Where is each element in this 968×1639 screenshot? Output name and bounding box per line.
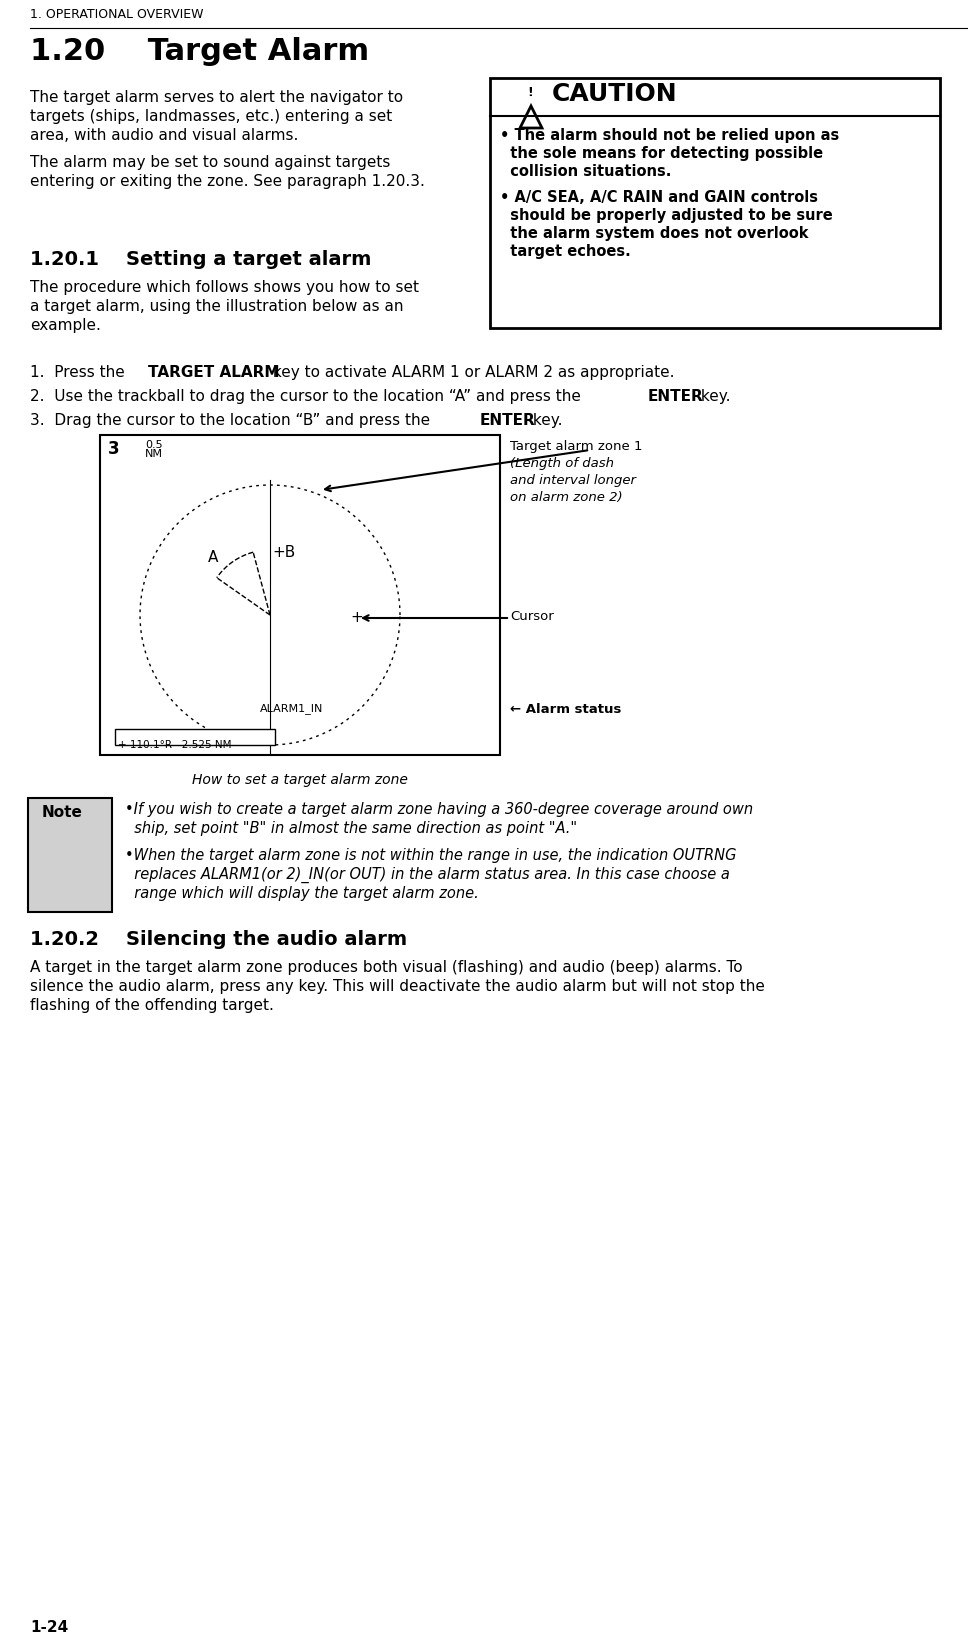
Text: NM: NM [145, 449, 163, 459]
Text: ALARM1_IN: ALARM1_IN [260, 703, 323, 715]
Text: 3.  Drag the cursor to the location “B” and press the: 3. Drag the cursor to the location “B” a… [30, 413, 435, 428]
Text: the sole means for detecting possible: the sole means for detecting possible [500, 146, 823, 161]
Text: (Length of dash: (Length of dash [510, 457, 614, 470]
Bar [100, 434, 500, 756]
Bar [115, 729, 275, 746]
Text: +B: +B [272, 546, 295, 561]
Text: the alarm system does not overlook: the alarm system does not overlook [500, 226, 808, 241]
Text: range which will display the target alarm zone.: range which will display the target alar… [125, 887, 479, 901]
Text: !: ! [527, 85, 532, 98]
Text: •When the target alarm zone is not within the range in use, the indication OUTRN: •When the target alarm zone is not withi… [125, 847, 737, 864]
Text: replaces ALARM1(or 2)_IN(or OUT) in the alarm status area. In this case choose a: replaces ALARM1(or 2)_IN(or OUT) in the … [125, 867, 730, 883]
Text: The alarm may be set to sound against targets: The alarm may be set to sound against ta… [30, 156, 390, 170]
Text: should be properly adjusted to be sure: should be properly adjusted to be sure [500, 208, 832, 223]
Text: and interval longer: and interval longer [510, 474, 636, 487]
Text: How to set a target alarm zone: How to set a target alarm zone [192, 774, 408, 787]
Text: 1.20.1    Setting a target alarm: 1.20.1 Setting a target alarm [30, 251, 372, 269]
Text: targets (ships, landmasses, etc.) entering a set: targets (ships, landmasses, etc.) enteri… [30, 110, 392, 125]
Text: 1.  Press the: 1. Press the [30, 365, 130, 380]
Text: example.: example. [30, 318, 101, 333]
Text: area, with audio and visual alarms.: area, with audio and visual alarms. [30, 128, 298, 143]
Text: Cursor: Cursor [510, 610, 554, 623]
Text: TARGET ALARM: TARGET ALARM [148, 365, 280, 380]
Text: A target in the target alarm zone produces both visual (flashing) and audio (bee: A target in the target alarm zone produc… [30, 960, 742, 975]
Text: target echoes.: target echoes. [500, 244, 631, 259]
Text: ← Alarm status: ← Alarm status [510, 703, 621, 716]
Text: • The alarm should not be relied upon as: • The alarm should not be relied upon as [500, 128, 839, 143]
Text: ENTER: ENTER [480, 413, 535, 428]
Text: The target alarm serves to alert the navigator to: The target alarm serves to alert the nav… [30, 90, 403, 105]
Text: Target alarm zone 1: Target alarm zone 1 [510, 439, 643, 452]
FancyBboxPatch shape [28, 798, 112, 911]
Text: 2.  Use the trackball to drag the cursor to the location “A” and press the: 2. Use the trackball to drag the cursor … [30, 388, 586, 403]
Text: 0.5: 0.5 [145, 439, 163, 451]
Text: Note: Note [42, 805, 83, 820]
Text: silence the audio alarm, press any key. This will deactivate the audio alarm but: silence the audio alarm, press any key. … [30, 978, 765, 993]
Text: 1-24: 1-24 [30, 1619, 69, 1636]
Text: flashing of the offending target.: flashing of the offending target. [30, 998, 274, 1013]
Text: key.: key. [696, 388, 731, 403]
Text: entering or exiting the zone. See paragraph 1.20.3.: entering or exiting the zone. See paragr… [30, 174, 425, 188]
Text: + 110.1°R   2.525 NM: + 110.1°R 2.525 NM [118, 739, 231, 751]
Text: CAUTION: CAUTION [552, 82, 678, 107]
Text: key to activate ALARM 1 or ALARM 2 as appropriate.: key to activate ALARM 1 or ALARM 2 as ap… [268, 365, 675, 380]
Text: 1. OPERATIONAL OVERVIEW: 1. OPERATIONAL OVERVIEW [30, 8, 203, 21]
Text: 1.20.2    Silencing the audio alarm: 1.20.2 Silencing the audio alarm [30, 929, 408, 949]
Text: ship, set point "B" in almost the same direction as point "A.": ship, set point "B" in almost the same d… [125, 821, 577, 836]
Text: • A/C SEA, A/C RAIN and GAIN controls: • A/C SEA, A/C RAIN and GAIN controls [500, 190, 818, 205]
Text: •If you wish to create a target alarm zone having a 360-degree coverage around o: •If you wish to create a target alarm zo… [125, 801, 753, 816]
Text: +: + [350, 610, 363, 624]
Text: 1.20    Target Alarm: 1.20 Target Alarm [30, 38, 369, 66]
Text: key.: key. [528, 413, 562, 428]
FancyBboxPatch shape [490, 79, 940, 328]
Text: 3: 3 [108, 439, 120, 457]
Text: collision situations.: collision situations. [500, 164, 672, 179]
Text: The procedure which follows shows you how to set: The procedure which follows shows you ho… [30, 280, 419, 295]
Text: a target alarm, using the illustration below as an: a target alarm, using the illustration b… [30, 298, 404, 315]
Text: on alarm zone 2): on alarm zone 2) [510, 492, 622, 505]
Text: A: A [208, 551, 219, 565]
Text: ENTER: ENTER [648, 388, 704, 403]
